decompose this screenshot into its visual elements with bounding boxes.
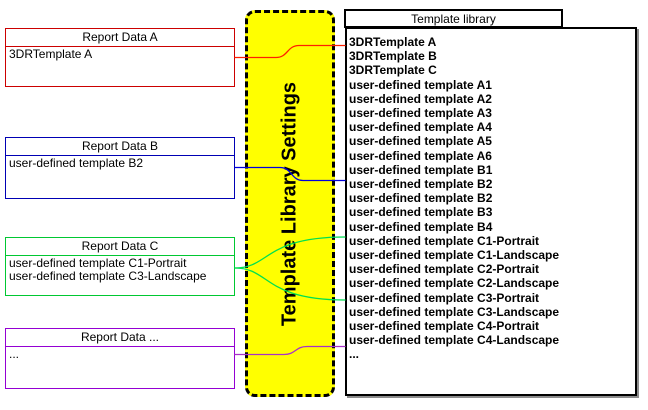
template-library-item: user-defined template B3 — [349, 205, 493, 220]
template-library-settings-panel: Template Library Settings — [245, 10, 335, 397]
template-library-window: 3DRTemplate A 3DRTemplate B 3DRTemplate … — [345, 27, 637, 396]
template-library-settings-label: Template Library Settings — [278, 81, 301, 326]
report-box-a-title: Report Data A — [6, 29, 234, 47]
template-library-item: user-defined template C4-Portrait — [349, 319, 540, 334]
report-box-dots-item: ... — [9, 347, 20, 361]
report-box-c: Report Data C user-defined template C1-P… — [5, 237, 235, 296]
template-library-item: 3DRTemplate C — [349, 63, 437, 78]
template-library-item: user-defined template A6 — [349, 148, 492, 163]
template-library-item: user-defined template C4-Landscape — [349, 333, 560, 348]
report-box-c-item: user-defined template C3-Landscape — [9, 268, 207, 283]
report-box-a-item: 3DRTemplate A — [9, 47, 93, 61]
template-library-item: user-defined template A5 — [349, 134, 492, 149]
report-box-c-title: Report Data C — [6, 238, 234, 256]
template-library-item: user-defined template A3 — [349, 106, 492, 121]
template-library-item: user-defined template B1 — [349, 162, 493, 177]
report-box-a: Report Data A 3DRTemplate A — [5, 28, 235, 87]
report-box-b: Report Data B user-defined template B2 — [5, 137, 235, 199]
template-library-item: user-defined template B2 — [349, 177, 493, 192]
template-library-title: Template library — [344, 9, 563, 28]
template-library-item: ... — [349, 347, 360, 362]
report-box-b-item: user-defined template B2 — [9, 156, 144, 170]
template-library-item: 3DRTemplate B — [349, 49, 437, 64]
template-library-item: user-defined template C3-Landscape — [349, 304, 560, 319]
report-box-dots-title: Report Data ... — [6, 329, 234, 347]
report-box-dots: Report Data ... ... — [5, 328, 235, 389]
template-library-item: user-defined template C2-Landscape — [349, 276, 560, 291]
template-library-item: user-defined template B4 — [349, 219, 493, 234]
report-box-b-title: Report Data B — [6, 138, 234, 156]
template-library-item: user-defined template A2 — [349, 91, 492, 106]
template-library-item: user-defined template A1 — [349, 77, 492, 92]
template-library-item: user-defined template C2-Portrait — [349, 262, 540, 277]
template-library-item: 3DRTemplate A — [349, 35, 437, 49]
template-library-item: user-defined template C1-Portrait — [349, 233, 540, 248]
report-box-c-item: user-defined template C1-Portrait — [9, 256, 187, 270]
template-library-item: user-defined template B2 — [349, 191, 493, 206]
template-library-item: user-defined template C1-Landscape — [349, 248, 560, 263]
template-library-list: 3DRTemplate A 3DRTemplate B 3DRTemplate … — [347, 29, 635, 362]
template-library-item: user-defined template C3-Portrait — [349, 290, 540, 305]
template-library-item: user-defined template A4 — [349, 120, 492, 135]
